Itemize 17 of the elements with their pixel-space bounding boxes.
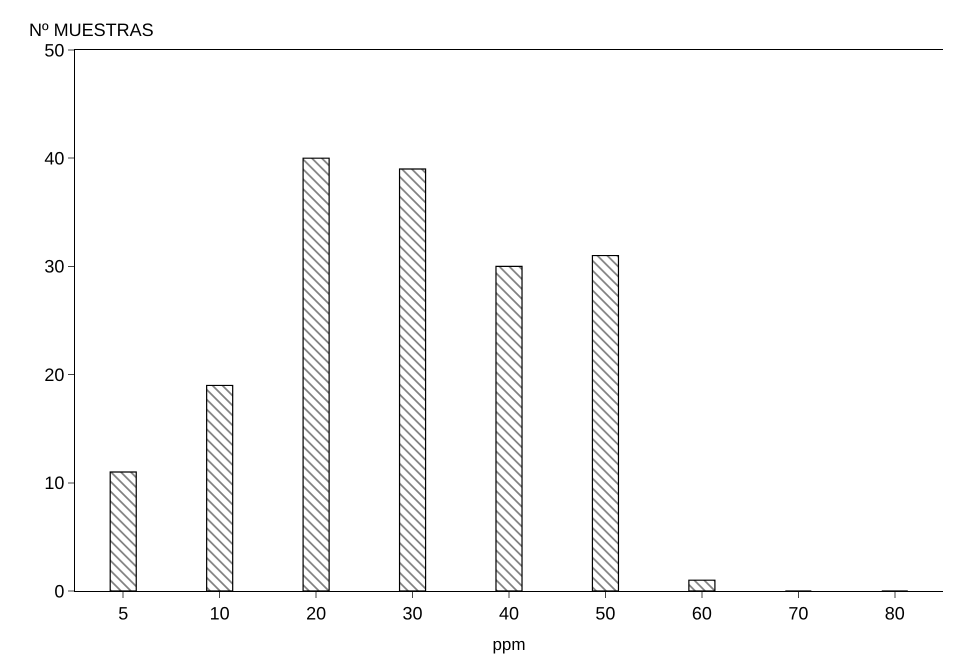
x-tick-label: 80 <box>884 604 905 624</box>
y-tick-label: 40 <box>44 148 64 168</box>
x-tick-label: 40 <box>498 604 520 624</box>
x-tick-label: 20 <box>306 604 326 624</box>
y-tick-label: 0 <box>54 581 64 602</box>
x-tick-label: 60 <box>692 604 712 624</box>
y-axis-title: Nº MUESTRAS <box>29 20 154 40</box>
y-tick-label: 20 <box>44 364 64 385</box>
x-tick-label: 10 <box>210 604 230 624</box>
y-tick-label: 50 <box>44 40 64 60</box>
x-tick-label: 70 <box>788 604 808 624</box>
x-tick-label: 50 <box>595 604 616 624</box>
x-tick-label: 5 <box>118 604 128 624</box>
x-axis-title: ppm <box>492 635 526 654</box>
x-tick-label: 30 <box>402 604 423 624</box>
y-tick-label: 10 <box>44 473 64 494</box>
y-tick-label: 30 <box>44 256 64 277</box>
